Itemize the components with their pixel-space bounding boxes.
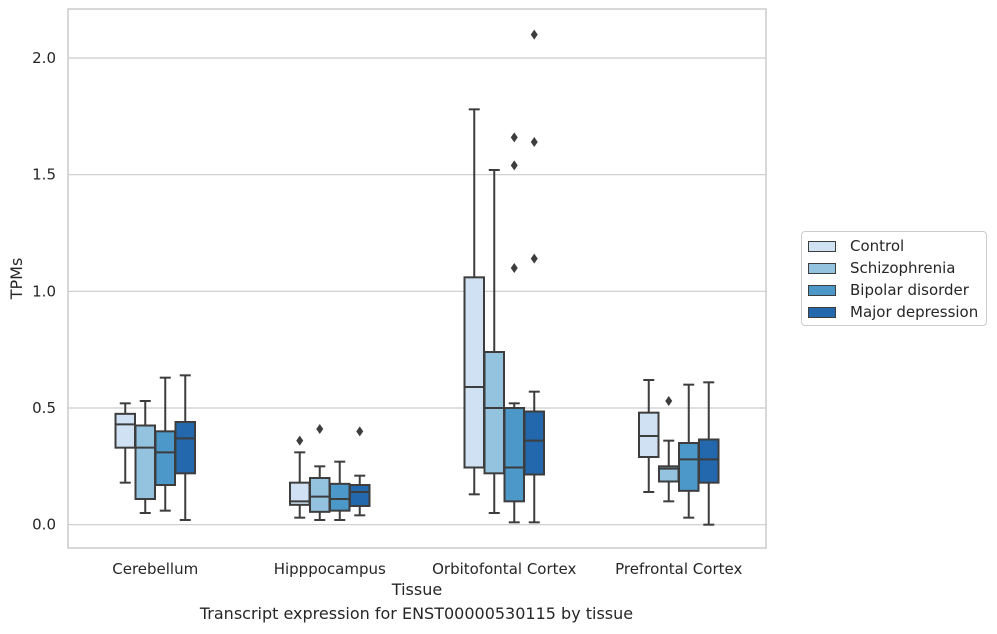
box-schizophrenia-hipppocampus [309,424,331,521]
legend-swatch-major-depression [808,306,836,318]
outlier-marker [356,426,364,437]
outlier-marker [530,137,538,147]
box-major-depression-prefrontal-cortex [698,381,720,526]
y-tick-label: 0.5 [32,399,56,417]
box-major-depression-hipppocampus [349,426,371,517]
legend-item-bipolar-disorder: Bipolar disorder [808,280,969,300]
legend-swatch-control [808,240,836,252]
legend-swatch-bipolar-disorder [808,284,836,296]
figure-caption: Transcript expression for ENST0000053011… [199,604,634,623]
box-body [114,412,136,449]
outlier-marker [510,160,518,171]
box-body [134,424,156,500]
legend-item-major-depression: Major depression [808,302,978,322]
box-body [309,477,331,513]
outlier-marker [530,29,538,40]
outlier-marker [530,253,538,264]
y-tick-label: 0.0 [32,516,56,534]
x-tick-label: Prefrontal Cortex [615,560,742,578]
y-axis-label: TPMs [7,258,26,301]
box-body [483,351,505,475]
box-body [638,411,660,458]
box-body [174,421,196,475]
x-tick-label: Hipppocampus [274,560,386,578]
x-axis-label: Tissue [391,580,442,599]
outlier-marker [665,396,673,406]
box-body [678,442,700,492]
box-body [503,407,525,503]
box-schizophrenia-prefrontal-cortex [658,396,680,503]
legend-swatch-schizophrenia [808,262,836,274]
box-major-depression-orbitofontal-cortex [523,29,545,524]
legend-label-bipolar-disorder: Bipolar disorder [850,281,969,299]
legend-item-control: Control [808,236,904,256]
box-body [154,430,176,487]
box-control-hipppocampus [289,435,311,519]
outlier-marker [510,132,518,143]
x-tick-label: Cerebellum [112,560,198,578]
box-body [349,484,371,507]
box-body [523,410,545,476]
chart-legend: Control Schizophrenia Bipolar disorder M… [801,231,987,326]
x-tick-label: Orbitofontal Cortex [432,560,576,578]
box-control-orbitofontal-cortex [463,108,485,496]
y-tick-label: 1.5 [32,166,56,184]
legend-item-schizophrenia: Schizophrenia [808,258,955,278]
plot-frame [67,8,767,549]
box-control-prefrontal-cortex [638,379,660,493]
y-tick-label: 2.0 [32,49,56,67]
box-bipolar-disorder-prefrontal-cortex [678,383,700,519]
outlier-marker [296,435,304,446]
legend-label-control: Control [850,237,905,255]
y-tick-label: 1.0 [32,282,56,300]
legend-label-major-depression: Major depression [850,303,979,321]
outlier-marker [316,424,324,434]
box-body [463,276,485,469]
box-body [329,482,351,512]
box-body [698,438,720,484]
box-major-depression-cerebellum [174,374,196,521]
outlier-marker [510,263,518,273]
legend-label-schizophrenia: Schizophrenia [850,259,956,277]
